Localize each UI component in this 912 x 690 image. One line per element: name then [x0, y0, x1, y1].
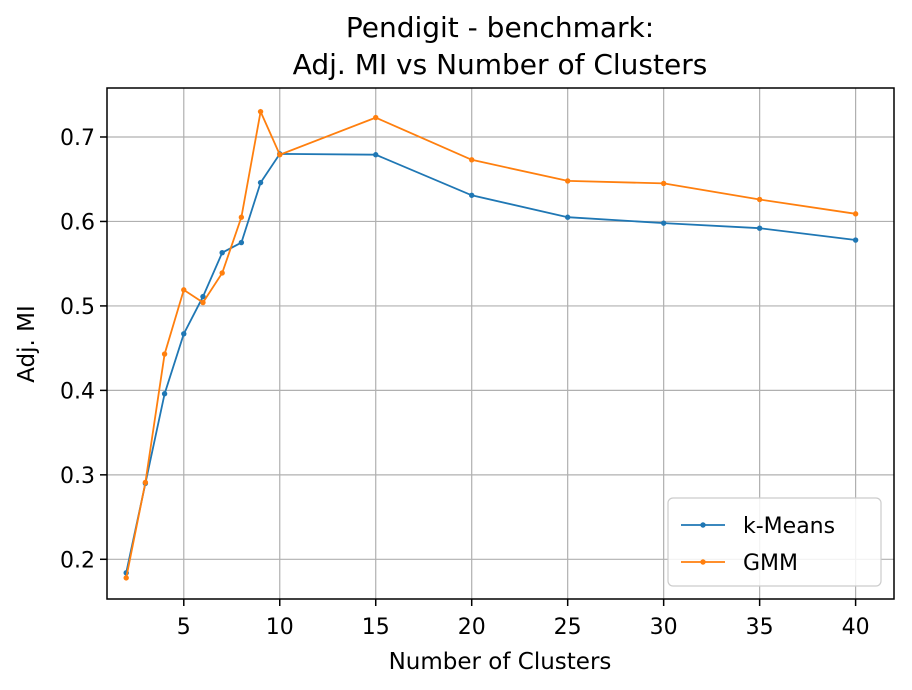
legend-label-k-means: k-Means [743, 514, 835, 539]
x-tick-label: 25 [554, 615, 582, 640]
data-point-k-means [564, 214, 571, 220]
data-point-gmm [469, 157, 475, 163]
data-point-gmm [181, 287, 187, 293]
data-point-k-means [200, 293, 206, 300]
data-point-k-means [852, 237, 859, 243]
data-point-gmm [756, 196, 763, 203]
data-point-gmm [564, 178, 571, 184]
data-point-gmm [238, 214, 245, 220]
y-tick-label: 0.6 [60, 210, 95, 235]
legend-label-gmm: GMM [743, 551, 798, 576]
x-tick-label: 30 [650, 615, 678, 640]
data-point-k-means [756, 225, 763, 231]
chart-title-line-2: Adj. MI vs Number of Clusters [293, 48, 708, 81]
plot-area [106, 87, 895, 600]
data-point-k-means [238, 239, 245, 246]
data-point-gmm [852, 211, 859, 217]
data-point-gmm [200, 299, 206, 306]
data-point-k-means [469, 192, 475, 198]
x-axis-label: Number of Clusters [389, 649, 612, 675]
data-point-k-means [161, 391, 168, 397]
x-tick-label: 20 [458, 615, 486, 640]
data-point-gmm [142, 479, 149, 486]
data-point-k-means [219, 250, 225, 256]
grid [107, 88, 894, 599]
data-point-gmm [277, 152, 283, 158]
y-tick-label: 0.5 [60, 295, 95, 320]
data-point-k-means [257, 179, 264, 186]
series-layer [123, 108, 859, 581]
legend-marker-gmm [700, 559, 706, 565]
y-tick-label: 0.2 [60, 548, 95, 573]
legend: k-Means GMM [667, 497, 882, 587]
data-point-k-means [660, 220, 667, 226]
data-point-gmm [219, 270, 225, 276]
data-point-k-means [373, 152, 379, 158]
x-tick-label: 15 [362, 615, 390, 640]
data-point-gmm [123, 575, 129, 581]
data-point-gmm [161, 351, 168, 357]
data-point-gmm [257, 108, 264, 115]
x-tick-label: 35 [746, 615, 774, 640]
data-point-gmm [373, 114, 379, 121]
y-tick-label: 0.4 [60, 379, 95, 404]
x-tick-label: 40 [842, 615, 870, 640]
legend-marker-k-means [700, 522, 706, 528]
data-point-k-means [181, 331, 187, 337]
data-point-gmm [660, 180, 667, 187]
y-tick-label: 0.7 [60, 126, 95, 151]
x-tick-label: 5 [177, 615, 191, 640]
y-tick-label: 0.3 [60, 464, 95, 489]
x-tick-label: 10 [266, 615, 294, 640]
y-axis-label: Adj. MI [14, 305, 40, 383]
ticks: 5 10 15 20 25 30 35 40 0.2 0.3 0.4 0.5 0.6 0.7 [60, 126, 870, 640]
legend-box [667, 497, 882, 587]
chart-title-line-1: Pendigit - benchmark: [346, 11, 654, 44]
